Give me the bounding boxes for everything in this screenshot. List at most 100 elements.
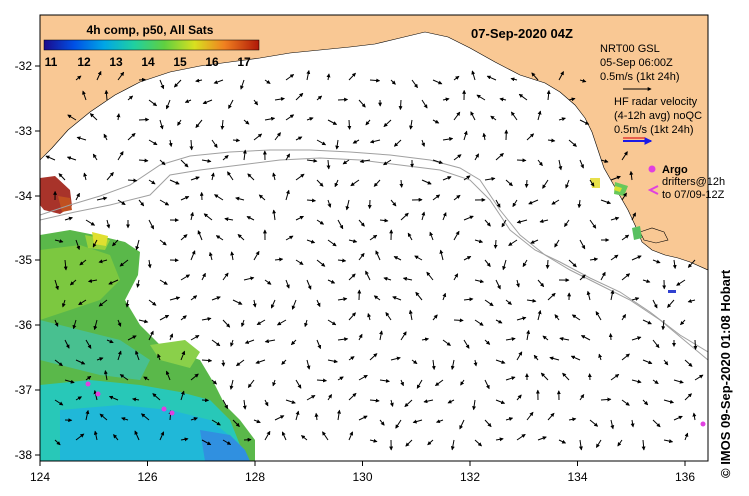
colorbar-tick: 15 <box>173 55 187 69</box>
velocity-arrow <box>197 230 203 241</box>
velocity-arrow <box>600 199 612 205</box>
velocity-arrow <box>551 199 560 205</box>
velocity-arrow <box>285 279 290 289</box>
velocity-arrow <box>641 439 646 451</box>
velocity-arrow <box>495 319 503 324</box>
island <box>639 227 669 244</box>
velocity-arrow <box>327 359 338 364</box>
legend-drifters: drifters@12h <box>662 176 725 188</box>
velocity-arrow <box>358 252 365 261</box>
velocity-arrow <box>201 158 212 163</box>
velocity-arrow <box>579 274 586 281</box>
velocity-arrow <box>564 219 570 228</box>
velocity-arrow <box>169 333 174 341</box>
velocity-arrow <box>369 438 378 443</box>
velocity-arrow <box>453 230 460 241</box>
land-mass <box>40 15 708 271</box>
velocity-arrow <box>247 173 255 181</box>
velocity-arrow <box>140 413 150 421</box>
velocity-arrow <box>195 78 203 83</box>
velocity-arrow <box>119 259 129 267</box>
velocity-arrow <box>85 375 92 381</box>
velocity-arrow <box>383 159 392 166</box>
velocity-arrow <box>159 431 165 441</box>
velocity-arrow <box>373 179 381 187</box>
velocity-arrow <box>598 353 603 361</box>
velocity-arrow <box>652 299 658 309</box>
velocity-arrow <box>159 119 164 130</box>
velocity-arrow <box>505 337 516 342</box>
velocity-arrow <box>270 299 276 309</box>
velocity-arrow <box>295 410 300 421</box>
velocity-arrow <box>230 251 235 261</box>
velocity-arrow <box>252 299 257 308</box>
velocity-arrow <box>495 399 506 405</box>
velocity-arrow <box>577 199 582 209</box>
colorbar-tick: 11 <box>45 55 58 69</box>
velocity-arrow <box>570 355 581 361</box>
velocity-arrow <box>621 353 630 361</box>
velocity-arrow <box>631 336 642 341</box>
velocity-arrow <box>400 379 404 387</box>
velocity-arrow <box>516 351 523 361</box>
velocity-arrow <box>571 314 581 321</box>
plot-frame <box>39 14 709 462</box>
velocity-arrow <box>533 354 539 361</box>
velocity-arrow <box>64 339 70 349</box>
velocity-arrow <box>264 430 271 441</box>
legend-drifters-time: to 07/09-12Z <box>662 189 725 201</box>
velocity-arrow <box>510 77 518 82</box>
y-tick-label: -36 <box>15 318 33 332</box>
velocity-arrow <box>505 376 516 381</box>
velocity-arrow <box>568 417 577 422</box>
velocity-arrow <box>264 79 271 84</box>
legend-hf-scale: 0.5m/s (1kt 24h) <box>614 124 693 136</box>
velocity-arrow <box>85 339 92 349</box>
velocity-arrow <box>484 339 491 345</box>
velocity-arrow <box>274 415 285 421</box>
velocity-arrow <box>482 132 487 141</box>
velocity-arrow <box>531 72 539 81</box>
velocity-arrow <box>306 69 311 81</box>
velocity-arrow <box>537 436 547 441</box>
velocity-arrow <box>522 259 528 268</box>
velocity-arrow <box>314 412 319 421</box>
velocity-arrow <box>579 119 590 125</box>
velocity-arrow <box>652 419 661 428</box>
velocity-arrow <box>75 359 86 365</box>
velocity-arrow <box>408 309 413 321</box>
velocity-arrow <box>215 235 224 241</box>
velocity-arrow <box>667 299 675 308</box>
velocity-arrow <box>264 399 269 407</box>
velocity-arrow <box>526 298 537 303</box>
velocity-arrow <box>379 378 390 383</box>
velocity-arrow <box>453 318 464 323</box>
velocity-arrow <box>285 235 294 241</box>
velocity-arrow <box>398 99 403 111</box>
velocity-arrow <box>579 159 584 169</box>
velocity-arrow <box>272 209 277 221</box>
velocity-arrow <box>642 279 651 284</box>
velocity-arrow <box>253 250 260 261</box>
velocity-arrow <box>316 378 328 383</box>
velocity-arrow <box>116 113 121 121</box>
velocity-arrow <box>295 136 303 141</box>
velocity-arrow <box>221 359 226 367</box>
velocity-arrow <box>327 319 337 326</box>
velocity-arrow <box>54 439 61 446</box>
velocity-arrow <box>621 313 627 321</box>
velocity-arrow <box>512 199 518 208</box>
velocity-arrow <box>350 179 360 187</box>
x-tick-label: 134 <box>567 470 587 484</box>
velocity-arrow <box>547 412 555 421</box>
velocity-arrow <box>180 315 187 321</box>
velocity-arrow <box>547 292 556 301</box>
velocity-arrow <box>285 74 295 81</box>
velocity-arrow <box>274 132 281 141</box>
velocity-arrow <box>157 353 161 361</box>
colorbar-title: 4h comp, p50, All Sats <box>87 23 214 37</box>
velocity-arrow <box>127 132 136 141</box>
velocity-arrow <box>138 319 149 324</box>
velocity-arrow <box>495 199 501 208</box>
